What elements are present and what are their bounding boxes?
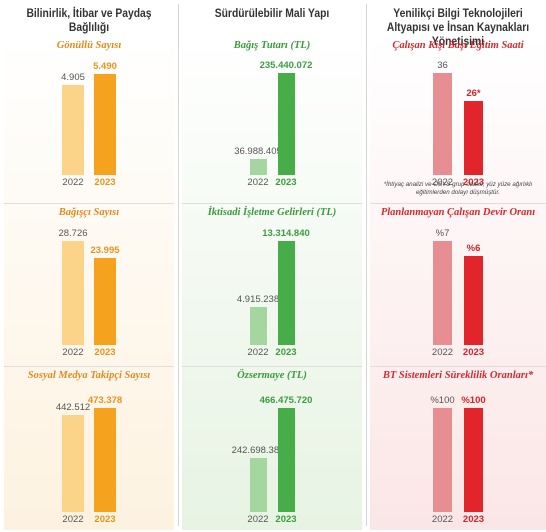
year-label: 2022 — [431, 514, 454, 525]
chart-title: Bağış Tutarı (TL) — [233, 40, 311, 51]
year-label: 2023 — [94, 347, 116, 358]
bar-2023 — [277, 408, 295, 512]
data-label: %100 — [430, 395, 455, 406]
data-label: %7 — [435, 228, 450, 239]
column-background-it-hr — [370, 36, 546, 530]
bar-2023 — [277, 241, 295, 345]
data-label: 442.512 — [55, 401, 91, 413]
column-background-awareness — [4, 36, 174, 530]
year-label: 2022 — [247, 177, 269, 188]
year-label: 2023 — [94, 514, 116, 525]
bar-2022 — [249, 457, 267, 512]
row-divider — [4, 366, 174, 367]
bar-2023 — [464, 101, 483, 175]
chart-panel: Çalışan Kişi Başı Eğitim Saati 36 2022 26* 2… — [370, 36, 546, 195]
row-divider — [182, 203, 362, 204]
data-label: %6 — [466, 242, 481, 254]
chart-title: Bağışçı Sayısı — [58, 207, 120, 218]
chart-panel: Gönüllü Sayısı 4.905 2022 5.490 2023 — [4, 36, 174, 195]
bar-2023 — [464, 408, 483, 512]
data-label: 26* — [466, 88, 481, 100]
year-label: 2023 — [462, 514, 485, 525]
bar-2022 — [433, 241, 452, 345]
year-label: 2022 — [62, 347, 84, 358]
row-divider — [182, 366, 362, 367]
bar-2022 — [62, 241, 84, 345]
bar-2022 — [249, 158, 267, 175]
year-label: 2023 — [94, 177, 116, 188]
bar-2022 — [249, 306, 267, 345]
year-label: 2023 — [275, 177, 297, 188]
chart-title: İktisadi İşletme Gelirleri (TL) — [207, 207, 337, 218]
column-title-it-hr: Yenilikçi Bilgi Teknolojileri Altyapısı … — [386, 6, 530, 48]
footnote: *İhtiyaç analizi ve OSYS grup odaklı, yü… — [383, 181, 533, 196]
chart-panel: BT Sistemleri Süreklilik Oranları* %100 20… — [370, 366, 546, 532]
chart-title: Özsermaye (TL) — [237, 370, 307, 381]
chart-panel: Özsermaye (TL) 242.698.386 2022 466.475.720… — [182, 366, 362, 532]
year-label: 2022 — [247, 347, 269, 358]
year-label: 2023 — [462, 177, 485, 188]
chart-title: Sosyal Medya Takipçi Sayısı — [27, 370, 151, 381]
data-label: 466.475.720 — [259, 395, 313, 406]
chart-panel: İktisadi İşletme Gelirleri (TL) 4.915.238… — [182, 203, 362, 365]
chart-title: Çalışan Kişi Başı Eğitim Saati — [392, 40, 524, 51]
bar-2022 — [433, 408, 452, 512]
data-label: 235.440.072 — [259, 60, 313, 71]
chart-panel: Bağış Tutarı (TL) 36.988.405 2022 235.440.0… — [182, 36, 362, 195]
chart-panel: Bağışçı Sayısı 28.726 2022 23.995 2023 — [4, 203, 174, 365]
data-label: 4.905 — [61, 71, 85, 83]
data-label: 473.378 — [87, 395, 123, 406]
data-label: 36.988.405 — [234, 145, 282, 157]
chart-title: BT Sistemleri Süreklilik Oranları* — [382, 370, 534, 381]
column-background-finance — [182, 36, 362, 530]
data-label: 13.314.840 — [262, 228, 310, 239]
data-label: 28.726 — [58, 228, 88, 239]
year-label: 2023 — [462, 347, 485, 358]
year-label: 2022 — [431, 177, 454, 188]
row-divider — [370, 203, 546, 204]
chart-panel: Sosyal Medya Takipçi Sayısı 442.512 2022 47… — [4, 366, 174, 532]
year-label: 2023 — [275, 347, 297, 358]
column-divider — [178, 4, 179, 526]
year-label: 2023 — [275, 514, 297, 525]
year-label: 2022 — [431, 347, 454, 358]
data-label: 5.490 — [93, 61, 117, 73]
year-label: 2022 — [247, 514, 269, 525]
data-label: 23.995 — [90, 245, 120, 257]
row-divider — [4, 203, 174, 204]
chart-panel: Planlanmayan Çalışan Devir Oranı %7 2022 %6… — [370, 203, 546, 365]
bar-2022 — [433, 73, 452, 175]
bar-2022 — [62, 84, 84, 175]
data-label: 242.698.386 — [231, 444, 285, 456]
data-label: 36 — [437, 60, 448, 71]
data-label: 4.915.238 — [236, 293, 280, 305]
row-divider — [370, 366, 546, 367]
bar-2022 — [62, 414, 84, 512]
column-title-finance: Sürdürülebilir Mali Yapı — [214, 6, 330, 20]
bar-2023 — [94, 258, 116, 345]
bar-2023 — [94, 408, 116, 512]
year-label: 2022 — [62, 177, 84, 188]
chart-title: Planlanmayan Çalışan Devir Oranı — [380, 207, 536, 218]
data-label: %100 — [461, 395, 486, 406]
bar-2023 — [464, 255, 483, 345]
column-title-awareness: Bilinirlik, İtibar ve Paydaş Bağlılığı — [26, 6, 152, 34]
bar-2023 — [94, 74, 116, 175]
chart-title: Gönüllü Sayısı — [56, 40, 122, 51]
column-divider — [366, 4, 367, 526]
bar-2023 — [277, 73, 295, 175]
year-label: 2022 — [62, 514, 84, 525]
